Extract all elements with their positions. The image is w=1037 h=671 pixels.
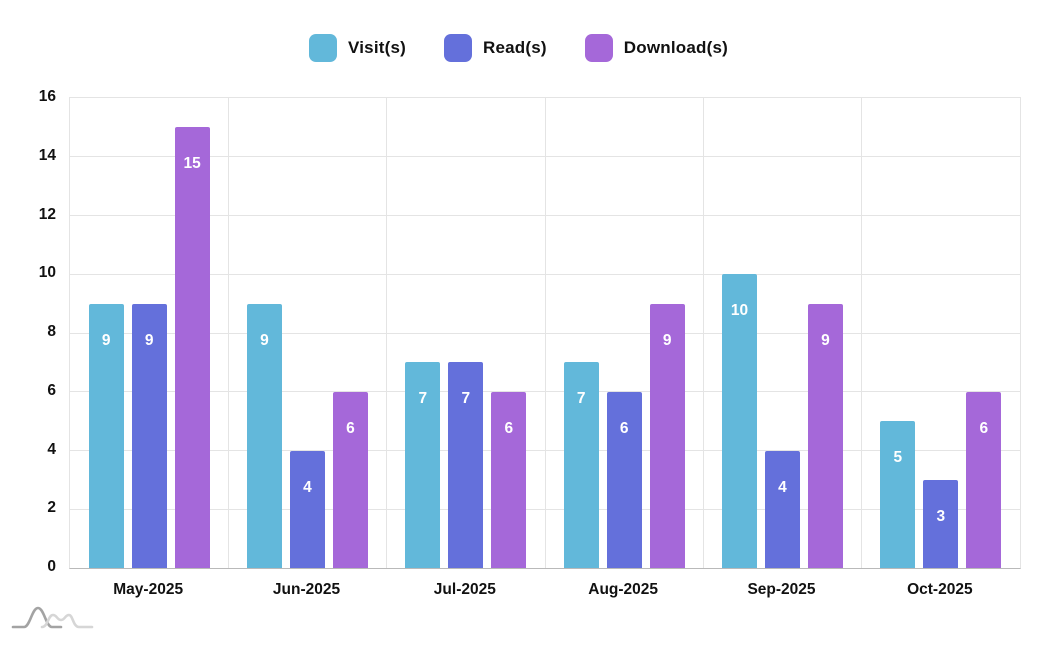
bar-value-label: 9 bbox=[260, 331, 269, 349]
bar-group-jul-2025: 7 7 6 bbox=[387, 98, 545, 568]
bar-downloads-jul-2025[interactable]: 6 bbox=[491, 391, 527, 568]
bar-group-jun-2025: 9 4 6 bbox=[228, 98, 386, 568]
bar-reads-jul-2025[interactable]: 7 bbox=[448, 362, 484, 568]
bar-value-label: 6 bbox=[346, 419, 355, 437]
plot-area: 9 9 15 9 4 6 7 7 6 7 6 9 10 4 9 5 3 6 bbox=[69, 97, 1021, 569]
bar-reads-may-2025[interactable]: 9 bbox=[131, 303, 167, 568]
y-tick-label-12: 12 bbox=[38, 205, 56, 223]
bar-reads-oct-2025[interactable]: 3 bbox=[923, 479, 959, 568]
y-axis: 0 2 4 6 8 10 12 14 16 bbox=[0, 88, 56, 575]
bar-reads-aug-2025[interactable]: 6 bbox=[606, 391, 642, 568]
legend-swatch-icon bbox=[444, 34, 473, 62]
gridline-vertical bbox=[702, 98, 704, 568]
bar-value-label: 7 bbox=[461, 390, 471, 408]
bar-downloads-aug-2025[interactable]: 9 bbox=[649, 303, 685, 568]
chart-legend: Visit(s) Read(s) Download(s) bbox=[0, 34, 1037, 62]
x-tick-label-aug-2025: Aug-2025 bbox=[588, 581, 659, 598]
y-tick-label-0: 0 bbox=[47, 558, 56, 575]
x-tick-label-jul-2025: Jul-2025 bbox=[433, 581, 496, 598]
legend-label: Read(s) bbox=[483, 38, 547, 57]
legend-item-reads[interactable]: Read(s) bbox=[444, 34, 547, 62]
y-tick-label-14: 14 bbox=[38, 146, 56, 164]
bar-value-label: 6 bbox=[504, 419, 514, 437]
legend-swatch-icon bbox=[584, 34, 613, 62]
y-tick-label-10: 10 bbox=[38, 264, 56, 282]
bar-value-label: 10 bbox=[730, 302, 749, 320]
gridline-vertical bbox=[386, 98, 388, 568]
amcharts-logo bbox=[11, 603, 95, 635]
legend-label: Visit(s) bbox=[348, 38, 407, 57]
y-tick-label-4: 4 bbox=[47, 440, 56, 458]
bar-group-aug-2025: 7 6 9 bbox=[545, 98, 703, 568]
bar-visits-oct-2025[interactable]: 5 bbox=[880, 421, 916, 568]
bar-downloads-may-2025[interactable]: 15 bbox=[174, 127, 210, 568]
bar-visits-jul-2025[interactable]: 7 bbox=[405, 362, 441, 568]
bar-visits-aug-2025[interactable]: 7 bbox=[563, 362, 599, 568]
gridline-vertical bbox=[544, 98, 546, 568]
gridline-vertical bbox=[861, 98, 863, 568]
bar-group-sep-2025: 10 4 9 bbox=[703, 98, 861, 568]
x-axis: May-2025 Jun-2025 Jul-2025 Aug-2025 Sep-2025… bbox=[69, 580, 1019, 604]
legend-item-visits[interactable]: Visit(s) bbox=[309, 34, 406, 62]
x-tick-label-may-2025: May-2025 bbox=[113, 581, 184, 598]
bar-value-label: 6 bbox=[979, 419, 989, 437]
bar-reads-jun-2025[interactable]: 4 bbox=[289, 450, 325, 568]
bar-value-label: 3 bbox=[936, 507, 946, 525]
bar-reads-sep-2025[interactable]: 4 bbox=[764, 450, 800, 568]
y-tick-label-16: 16 bbox=[38, 88, 56, 105]
bar-value-label: 9 bbox=[101, 331, 111, 349]
bar-value-label: 7 bbox=[576, 390, 586, 408]
bar-value-label: 5 bbox=[893, 449, 903, 467]
bar-downloads-sep-2025[interactable]: 9 bbox=[807, 303, 843, 568]
gridline-vertical bbox=[227, 98, 229, 568]
bar-value-label: 15 bbox=[183, 155, 201, 173]
y-tick-label-6: 6 bbox=[47, 381, 56, 399]
bar-group-may-2025: 9 9 15 bbox=[70, 98, 228, 568]
y-tick-label-8: 8 bbox=[47, 323, 56, 340]
y-tick-label-2: 2 bbox=[47, 499, 56, 517]
bar-value-label: 4 bbox=[303, 478, 312, 496]
bar-visits-sep-2025[interactable]: 10 bbox=[721, 274, 757, 568]
bar-value-label: 7 bbox=[418, 390, 428, 408]
bar-visits-jun-2025[interactable]: 9 bbox=[246, 303, 282, 568]
bar-value-label: 9 bbox=[821, 331, 830, 349]
x-tick-label-jun-2025: Jun-2025 bbox=[272, 581, 341, 598]
x-tick-label-sep-2025: Sep-2025 bbox=[747, 581, 816, 598]
bar-value-label: 9 bbox=[144, 331, 154, 349]
bar-group-oct-2025: 5 3 6 bbox=[862, 98, 1020, 568]
bar-visits-may-2025[interactable]: 9 bbox=[88, 303, 124, 568]
bar-downloads-jun-2025[interactable]: 6 bbox=[332, 391, 368, 568]
x-tick-label-oct-2025: Oct-2025 bbox=[907, 581, 973, 598]
bar-value-label: 6 bbox=[619, 419, 629, 437]
legend-item-downloads[interactable]: Download(s) bbox=[584, 34, 728, 62]
bar-value-label: 4 bbox=[778, 478, 787, 496]
bar-downloads-oct-2025[interactable]: 6 bbox=[966, 391, 1002, 568]
legend-label: Download(s) bbox=[623, 38, 728, 57]
bar-value-label: 9 bbox=[662, 331, 672, 349]
legend-swatch-icon bbox=[309, 34, 338, 62]
